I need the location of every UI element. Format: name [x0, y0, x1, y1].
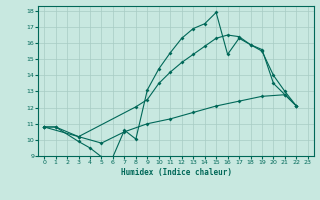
X-axis label: Humidex (Indice chaleur): Humidex (Indice chaleur)	[121, 168, 231, 177]
